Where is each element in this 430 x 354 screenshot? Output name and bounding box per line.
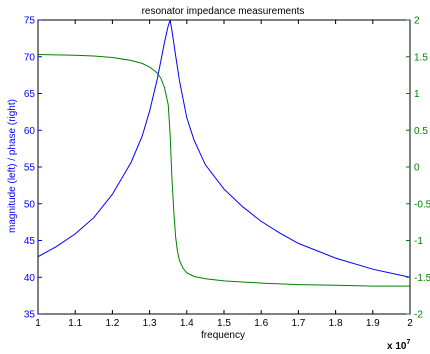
y-left-tick-label: 70 bbox=[24, 52, 36, 63]
x-axis-label: frequency bbox=[201, 330, 245, 341]
x-tick-label: 1 bbox=[35, 318, 41, 329]
y-right-tick-label: -1.5 bbox=[414, 273, 430, 284]
series-layer bbox=[37, 19, 411, 287]
x-multiplier-exponent: 7 bbox=[406, 339, 410, 346]
x-tick-label: 1.4 bbox=[180, 318, 194, 329]
y-right-tick-label: 0.5 bbox=[414, 126, 428, 137]
y-axis-right: -2 -1.5 -1 -0.5 0 0.5 1 1.5 2 bbox=[406, 16, 430, 321]
y-axis-left-label: magnitude (left) / phase (right) bbox=[7, 99, 18, 233]
x-tick-label: 1.6 bbox=[254, 318, 268, 329]
y-left-tick-label: 75 bbox=[24, 16, 36, 27]
x-tick-label: 2 bbox=[407, 318, 413, 329]
y-right-tick-label: -2 bbox=[414, 310, 423, 321]
chart-title: resonator impedance measurements bbox=[142, 6, 305, 17]
y-left-tick-label: 50 bbox=[24, 199, 36, 210]
y-left-tick-label: 40 bbox=[24, 273, 36, 284]
x-multiplier: x 107 bbox=[387, 339, 410, 352]
x-axis: 1 1.1 1.2 1.3 1.4 1.5 1.6 1.7 1.8 1.9 2 bbox=[35, 20, 413, 329]
y-right-tick-label: 2 bbox=[414, 16, 420, 27]
x-tick-label: 1.9 bbox=[366, 318, 380, 329]
y-right-tick-label: 1.5 bbox=[414, 52, 428, 63]
y-right-tick-label: -1 bbox=[414, 236, 423, 247]
y-right-tick-label: 0 bbox=[414, 163, 420, 174]
x-tick-label: 1.5 bbox=[217, 318, 231, 329]
y-left-tick-label: 55 bbox=[24, 163, 36, 174]
series-line-magnitude bbox=[37, 19, 411, 278]
series-line-phase bbox=[37, 54, 410, 287]
x-tick-label: 1.3 bbox=[143, 318, 157, 329]
y-right-tick-label: -0.5 bbox=[414, 199, 430, 210]
y-left-tick-label: 45 bbox=[24, 236, 36, 247]
x-tick-label: 1.2 bbox=[105, 318, 119, 329]
y-right-tick-label: 1 bbox=[414, 89, 420, 100]
x-multiplier-base: x 10 bbox=[387, 341, 407, 352]
x-tick-label: 1.1 bbox=[68, 318, 82, 329]
x-tick-label: 1.8 bbox=[329, 318, 343, 329]
y-left-tick-label: 65 bbox=[24, 89, 36, 100]
y-left-tick-label: 60 bbox=[24, 126, 36, 137]
y-left-tick-label: 35 bbox=[24, 310, 36, 321]
x-tick-label: 1.7 bbox=[291, 318, 305, 329]
y-axis-left: 35 40 45 50 55 60 65 70 75 bbox=[24, 16, 42, 321]
